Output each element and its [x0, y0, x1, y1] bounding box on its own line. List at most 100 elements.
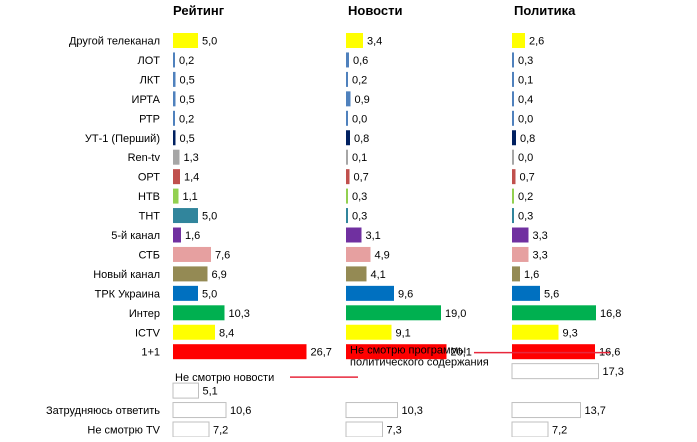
bar	[512, 246, 529, 262]
data-label: 13,7	[585, 405, 606, 417]
data-label: 16,8	[600, 308, 621, 320]
data-label: 0,7	[354, 172, 369, 184]
category-label: СТБ	[138, 249, 160, 261]
data-label: 8,4	[219, 327, 234, 339]
bar	[512, 33, 525, 48]
bar	[511, 421, 549, 438]
data-label: 0,0	[518, 113, 533, 125]
bar	[512, 324, 559, 340]
data-label: 9,6	[398, 288, 413, 300]
data-label: 0,3	[518, 55, 533, 67]
bar	[345, 421, 383, 438]
data-label: 9,1	[396, 327, 411, 339]
bar	[512, 91, 514, 107]
bar	[346, 188, 348, 204]
category-label: Другой телеканал	[69, 36, 160, 48]
bar	[173, 91, 176, 107]
data-label: 7,2	[552, 425, 567, 437]
bar	[512, 71, 514, 87]
category-label: Затрудняюсь ответить	[46, 405, 160, 417]
bar	[512, 169, 516, 185]
category-label: ICTV	[135, 327, 161, 339]
bar	[346, 52, 349, 68]
data-label: 19,0	[445, 308, 466, 320]
data-label: 0,2	[179, 55, 194, 67]
bar	[173, 266, 208, 282]
data-label: 1,6	[524, 269, 539, 281]
data-label: 0,8	[520, 133, 535, 145]
bar	[346, 285, 394, 301]
bar	[346, 344, 447, 360]
data-label: 9,3	[563, 327, 578, 339]
data-label: 0,3	[518, 211, 533, 223]
bar	[173, 71, 176, 87]
bar	[512, 110, 514, 126]
bar	[346, 91, 351, 107]
data-label: 0,5	[180, 94, 195, 106]
data-label: 0,0	[518, 152, 533, 164]
data-label: 4,9	[375, 249, 390, 261]
bar	[512, 208, 514, 224]
bar	[512, 188, 514, 204]
data-label: 6,9	[212, 269, 227, 281]
category-label: ОРТ	[138, 172, 160, 184]
bar	[346, 110, 348, 126]
category-label: ТРК Украина	[95, 288, 161, 300]
data-label: 10,6	[230, 405, 251, 417]
series-title-новости: Новости	[348, 3, 403, 18]
bar	[346, 305, 441, 321]
data-label: 26,7	[311, 347, 332, 359]
bar	[346, 227, 362, 243]
category-label: РТР	[139, 113, 160, 125]
bar	[346, 130, 350, 146]
data-label: 20,1	[451, 347, 472, 359]
bar	[173, 305, 225, 321]
data-label: 10,3	[402, 405, 423, 417]
bar	[173, 169, 180, 185]
data-label: 0,7	[520, 172, 535, 184]
data-label: 2,6	[529, 36, 544, 48]
bar	[346, 71, 348, 87]
data-label: 17,3	[603, 366, 624, 378]
bar	[173, 110, 175, 126]
data-label: 0,2	[518, 191, 533, 203]
annotation-text: Не смотрю программы политического содержа…	[350, 345, 489, 369]
bar	[173, 52, 175, 68]
data-label: 0,9	[355, 94, 370, 106]
data-label: 0,3	[352, 211, 367, 223]
data-label: 5,0	[202, 211, 217, 223]
bar	[512, 52, 514, 68]
data-label: 1,1	[183, 191, 198, 203]
annotation-line-text: политического содержания	[350, 357, 489, 369]
bar	[512, 130, 516, 146]
data-label: 0,8	[354, 133, 369, 145]
data-label: 1,3	[184, 152, 199, 164]
bar	[512, 149, 514, 165]
data-label: 0,6	[353, 55, 368, 67]
bar	[173, 324, 215, 340]
bar	[173, 344, 307, 360]
bar	[173, 188, 179, 204]
data-label: 0,3	[352, 191, 367, 203]
bar	[512, 344, 595, 360]
data-label: 5,1	[203, 386, 218, 398]
category-label: ИРТА	[132, 94, 161, 106]
category-label: ТНТ	[139, 211, 161, 223]
category-label: ЛКТ	[140, 74, 161, 86]
bar	[172, 421, 210, 438]
data-label: 7,2	[213, 425, 228, 437]
annotation-text: Не смотрю новости	[175, 372, 274, 384]
data-label: 0,0	[352, 113, 367, 125]
bar	[345, 402, 398, 419]
bar	[346, 266, 367, 282]
data-label: 10,3	[229, 308, 250, 320]
data-label: 0,1	[352, 152, 367, 164]
bar	[173, 227, 181, 243]
category-label: Не смотрю TV	[87, 425, 160, 437]
bar	[172, 382, 199, 399]
bar	[511, 363, 599, 380]
data-label: 5,6	[544, 288, 559, 300]
bar	[173, 130, 176, 146]
data-label: 3,4	[367, 36, 382, 48]
